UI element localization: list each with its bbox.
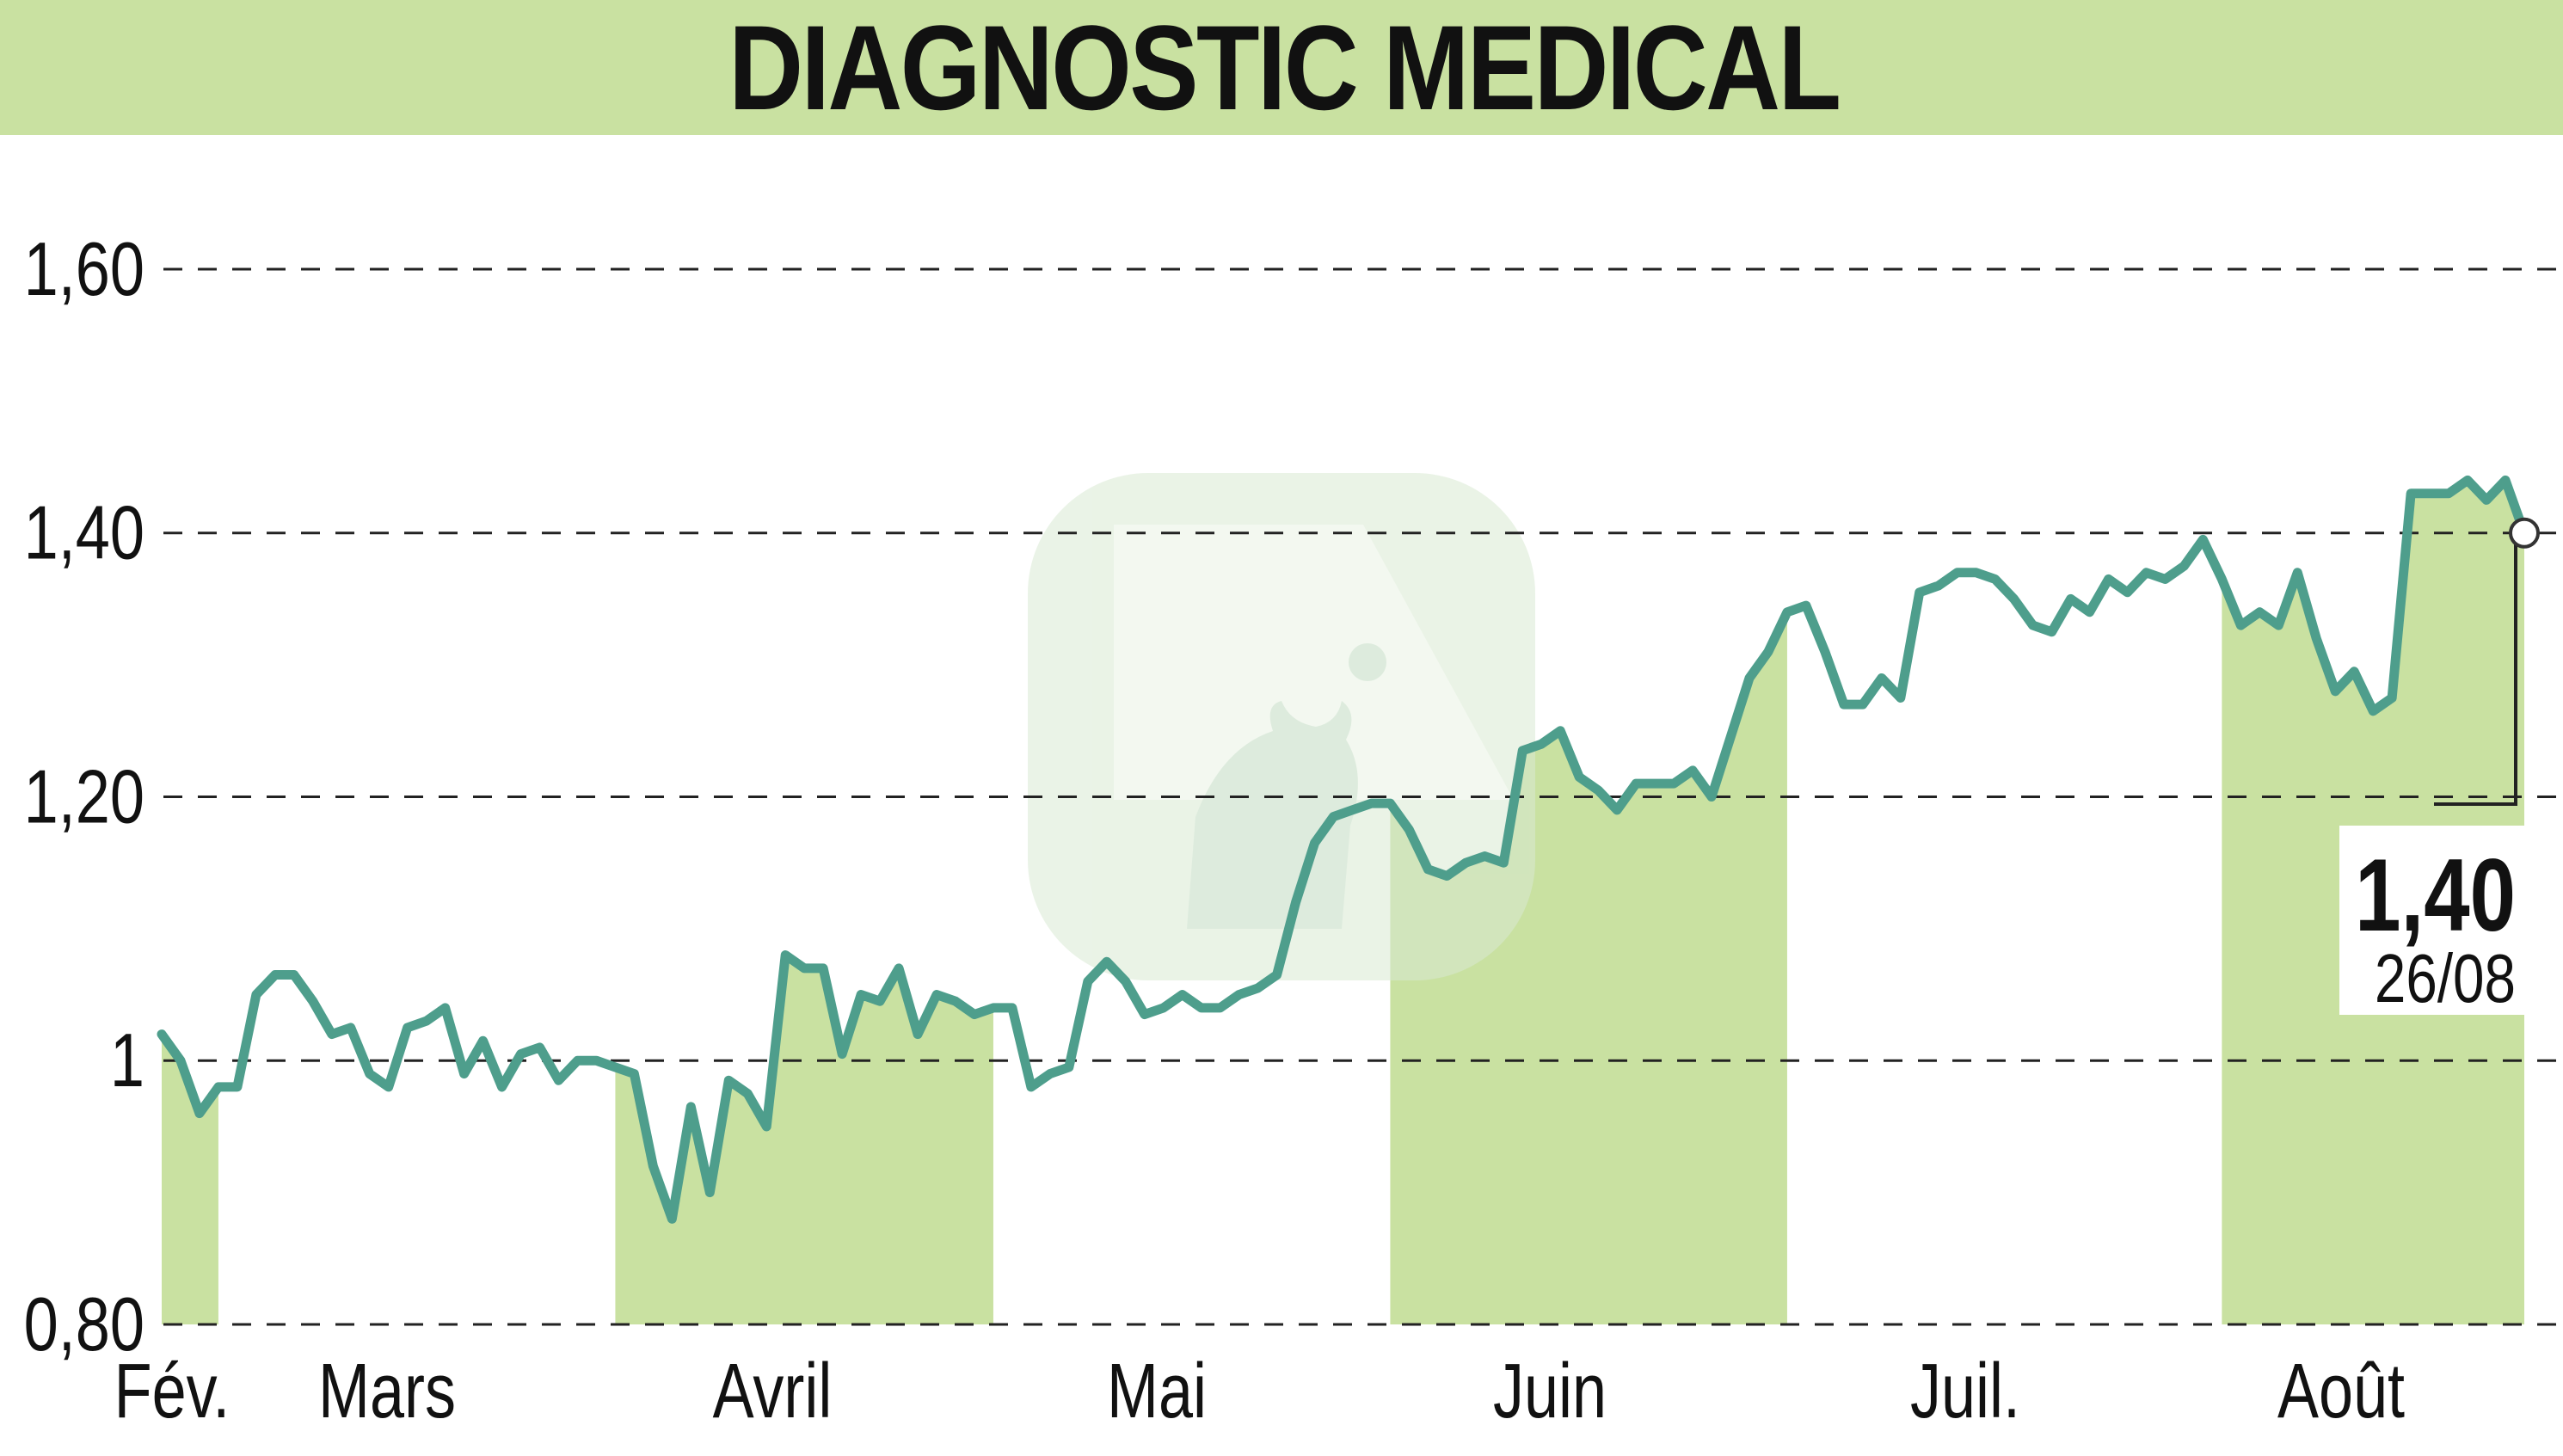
y-tick-label: 1,40 (24, 491, 144, 575)
shade-juin (1390, 611, 1787, 1324)
annotation-bg (2339, 826, 2524, 1015)
x-tick-label: Août (2277, 1348, 2405, 1434)
plot-area (157, 475, 2529, 1224)
last-point-marker (2509, 517, 2540, 549)
x-tick-label: Juil. (1910, 1348, 2020, 1434)
x-tick-label: Fév. (114, 1348, 230, 1434)
price-line (157, 475, 2529, 1224)
chart-title: DIAGNOSTIC MEDICAL (728, 0, 1841, 135)
x-tick-label: Juin (1493, 1348, 1607, 1434)
y-tick-label: 1 (110, 1019, 144, 1103)
shade-avril (615, 955, 993, 1324)
y-tick-label: 0,80 (24, 1282, 144, 1367)
y-axis-ticks: 1,60 1,40 1,20 1 0,80 (24, 227, 144, 1367)
gridlines (163, 267, 2563, 1326)
x-tick-label: Avril (713, 1348, 833, 1434)
y-tick-label: 1,60 (24, 227, 144, 311)
logo-arrow (1114, 525, 1514, 800)
logo-bull (1187, 701, 1358, 929)
shade-fv (162, 1034, 218, 1324)
logo-dot (1349, 643, 1386, 681)
title-band (0, 0, 2563, 135)
company-logo-watermark (1028, 473, 1535, 980)
y-tick-label: 1,20 (24, 755, 144, 839)
last-date-label: 26/08 (2375, 940, 2516, 1017)
x-axis-ticks: Fév. Mars Avril Mai Juin Juil. Août (114, 1348, 2406, 1434)
leader-line (2434, 532, 2517, 806)
x-tick-label: Mars (318, 1348, 456, 1434)
x-tick-label: Mai (1107, 1348, 1207, 1434)
last-value-label: 1,40 (2355, 839, 2516, 954)
